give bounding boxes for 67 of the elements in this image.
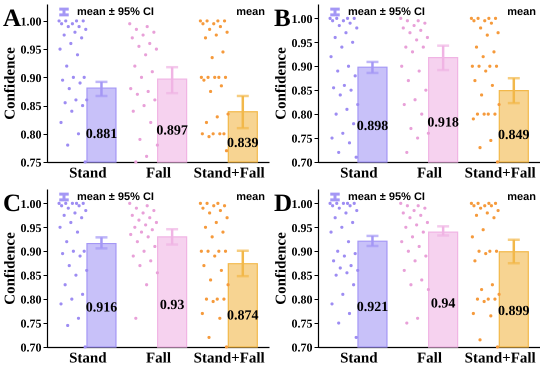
y-tick-label: 0.80 xyxy=(292,108,312,122)
data-label: 0.881 xyxy=(86,126,118,142)
annotation: mean xyxy=(507,6,536,18)
data-label: 0.874 xyxy=(227,308,259,324)
data-label: 0.839 xyxy=(227,136,259,151)
x-tick-label: Fall xyxy=(417,166,442,182)
x-tick-label: Stand+Fall xyxy=(464,350,536,366)
annotation: mean xyxy=(507,191,536,203)
y-tick-label: 1.00 xyxy=(20,196,42,211)
y-tick-label: 0.80 xyxy=(292,292,312,307)
y-tick-label: 0.95 xyxy=(292,36,312,50)
x-tick-label: Stand xyxy=(69,350,108,366)
data-label: 0.93 xyxy=(160,298,184,314)
y-tick-label: 1.00 xyxy=(20,14,42,28)
data-label: 0.921 xyxy=(356,300,388,315)
annotation: mean xyxy=(236,191,266,203)
data-label: 0.898 xyxy=(356,118,388,134)
y-tick-label: 0.70 xyxy=(20,340,42,354)
data-label: 0.897 xyxy=(156,123,188,138)
y-tick-label: 0.80 xyxy=(20,127,42,142)
annotation: mean ± 95% CI xyxy=(348,6,425,18)
y-tick-label: 0.75 xyxy=(20,316,42,331)
y-tick-label: 0.80 xyxy=(20,292,42,307)
y-tick-label: 0.85 xyxy=(292,268,312,283)
y-axis-title: Confidence xyxy=(274,46,290,120)
chart-title: C xyxy=(3,190,22,217)
y-tick-label: 0.95 xyxy=(292,220,312,235)
chart-title: B xyxy=(274,5,291,32)
y-tick-label: 0.85 xyxy=(292,84,312,98)
y-axis-title: Confidence xyxy=(274,232,290,305)
data-label: 0.94 xyxy=(430,296,456,312)
y-tick-label: 0.90 xyxy=(20,70,42,85)
x-tick-label: Stand xyxy=(69,166,108,182)
data-label: 0.918 xyxy=(427,115,459,130)
data-label: 0.899 xyxy=(498,304,530,319)
y-tick-label: 0.95 xyxy=(20,42,42,57)
x-tick-label: Stand xyxy=(340,350,378,366)
y-tick-label: 0.85 xyxy=(20,99,42,114)
y-tick-label: 0.90 xyxy=(20,244,42,259)
x-tick-label: Stand xyxy=(340,166,378,182)
data-label: 0.916 xyxy=(86,300,118,316)
y-axis-title: Confidence xyxy=(2,232,18,305)
y-tick-label: 0.90 xyxy=(292,244,312,259)
y-tick-label: 0.75 xyxy=(292,316,312,331)
x-tick-label: Fall xyxy=(146,350,171,366)
annotation: mean xyxy=(236,6,266,18)
annotation: mean ± 95% CI xyxy=(77,6,154,18)
y-tick-label: 0.75 xyxy=(20,156,42,170)
y-tick-label: 1.00 xyxy=(292,12,312,26)
chart-title: A xyxy=(3,5,22,32)
annotation: mean ± 95% CI xyxy=(77,191,154,203)
x-tick-label: Stand+Fall xyxy=(194,350,265,366)
x-tick-label: Stand+Fall xyxy=(194,166,265,182)
y-tick-label: 0.75 xyxy=(292,132,312,146)
y-axis-title: Confidence xyxy=(2,46,18,120)
y-tick-label: 0.90 xyxy=(292,60,312,74)
data-label: 0.849 xyxy=(498,128,530,143)
x-tick-label: Fall xyxy=(146,166,171,182)
annotation: mean ± 95% CI xyxy=(348,191,425,203)
y-tick-label: 1.00 xyxy=(292,196,312,211)
x-tick-label: Fall xyxy=(417,350,442,366)
chart-title: D xyxy=(274,190,292,217)
y-tick-label: 0.70 xyxy=(292,340,312,354)
y-tick-label: 0.85 xyxy=(20,268,42,283)
y-tick-label: 0.70 xyxy=(292,156,312,170)
y-tick-label: 0.95 xyxy=(20,220,42,235)
x-tick-label: Stand+Fall xyxy=(464,166,536,182)
